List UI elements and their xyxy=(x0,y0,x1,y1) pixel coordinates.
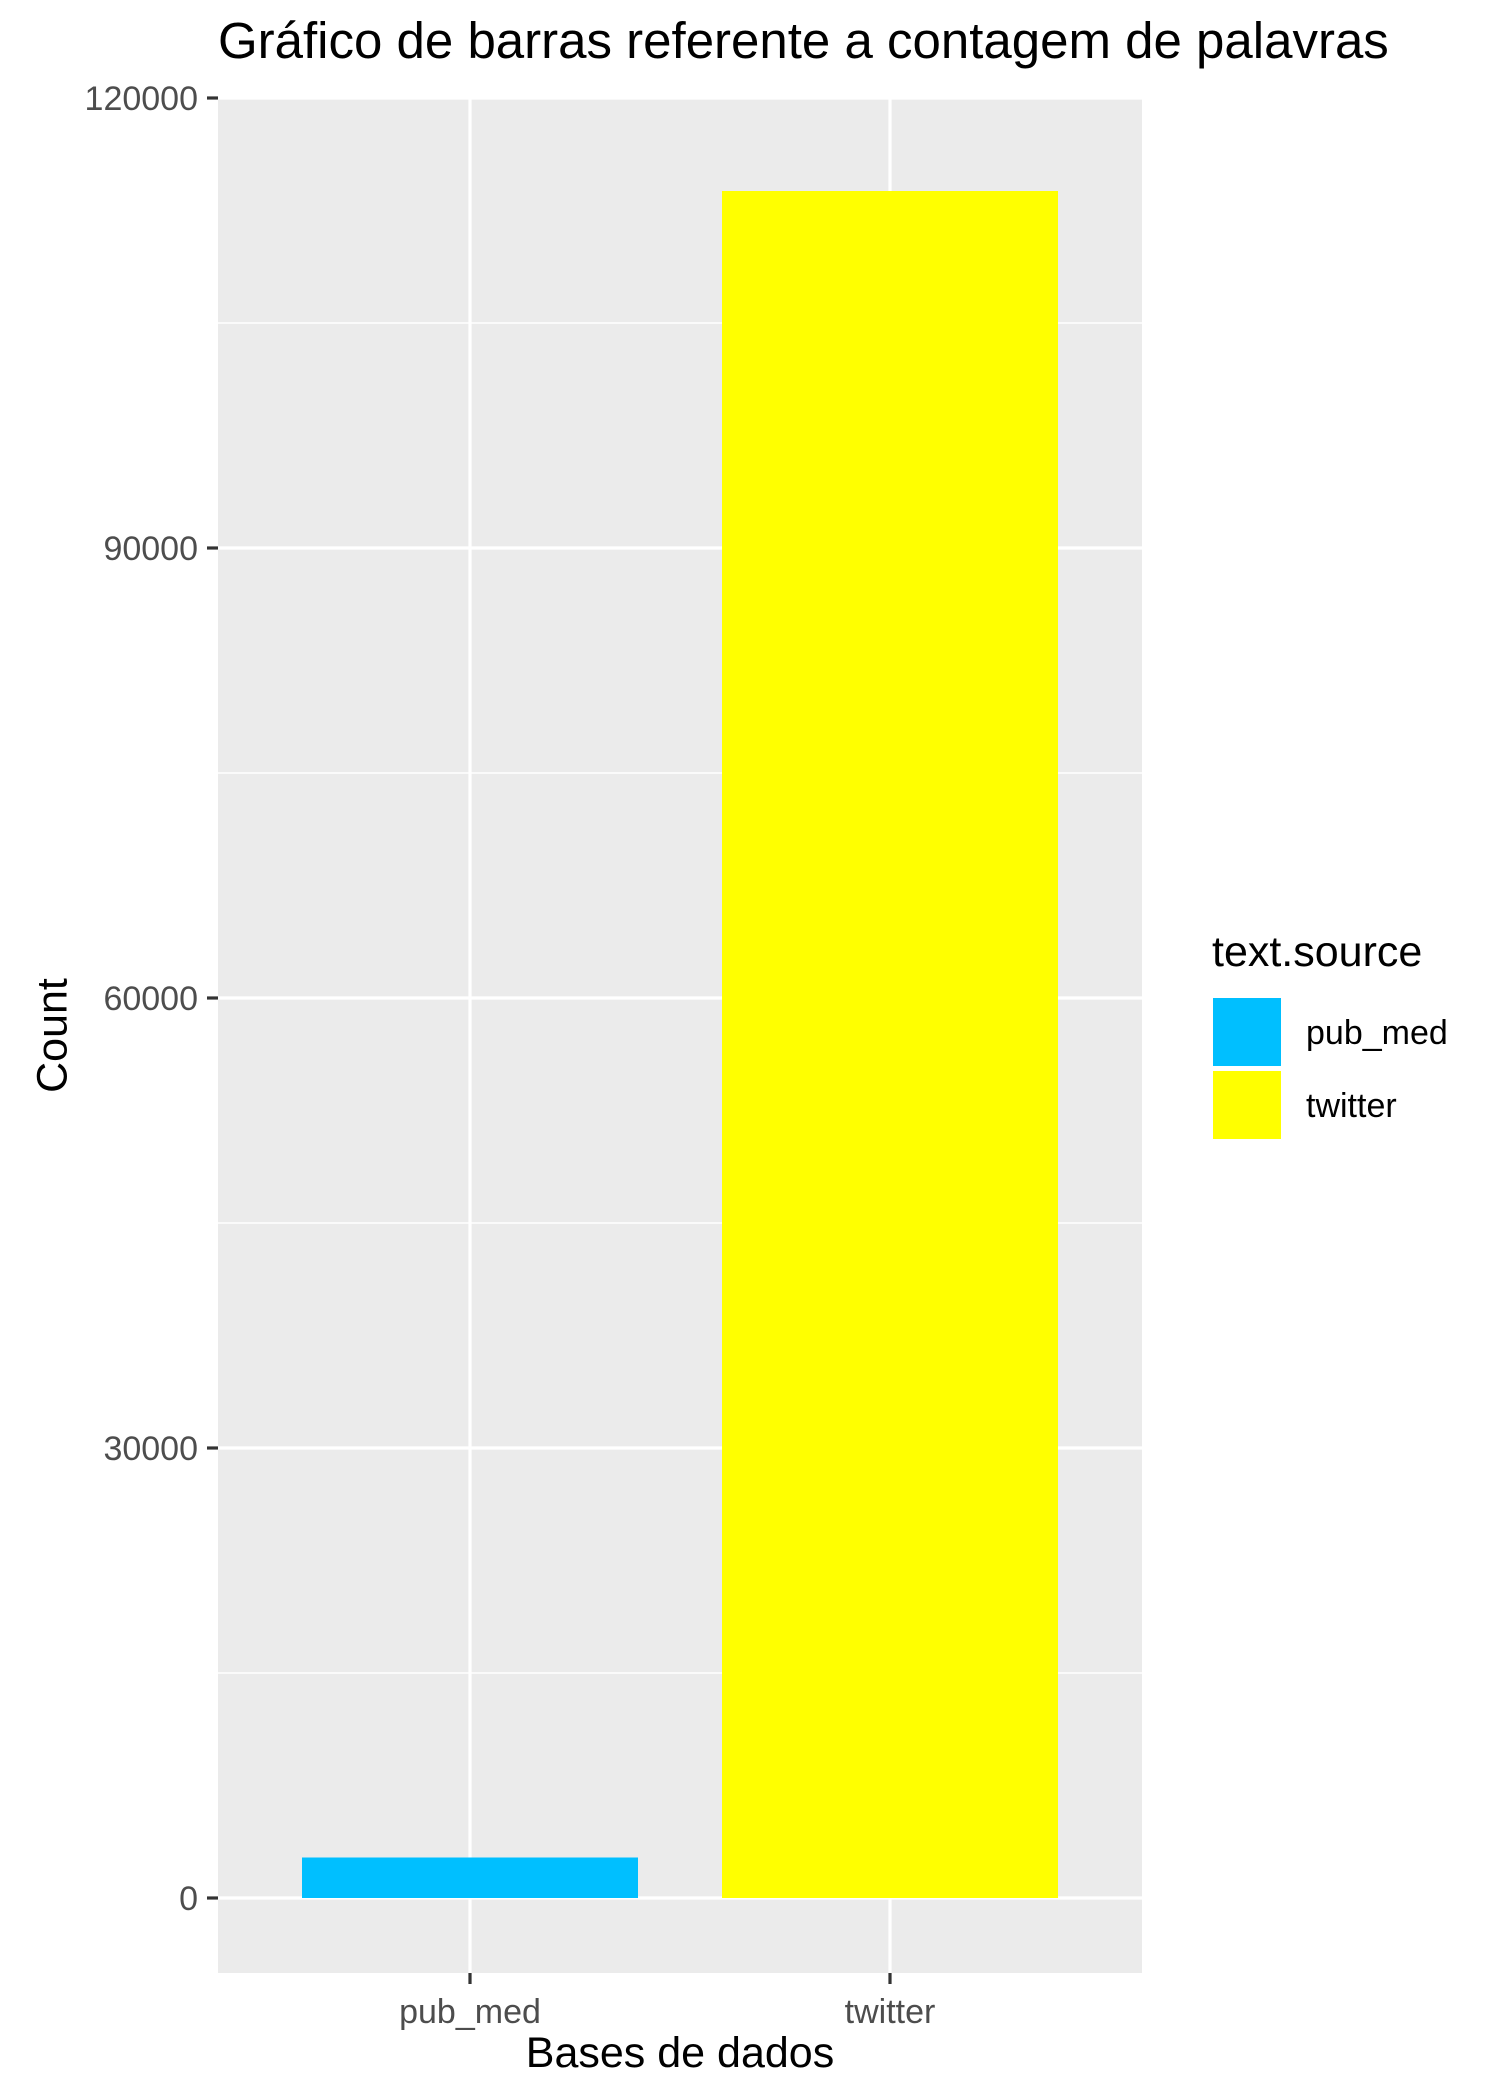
y-tick-label: 120000 xyxy=(85,80,198,118)
x-tick-label: pub_med xyxy=(399,1993,541,2031)
y-axis: 0 30000 60000 90000 120000 xyxy=(85,80,218,1918)
x-axis: pub_med twitter xyxy=(399,1973,935,2031)
y-tick-label: 60000 xyxy=(103,980,198,1018)
bar-twitter xyxy=(722,191,1058,1898)
y-tick-label: 0 xyxy=(179,1880,198,1918)
y-tick-label: 30000 xyxy=(103,1430,198,1468)
y-axis-title: Count xyxy=(28,978,76,1093)
y-tick-label: 90000 xyxy=(103,530,198,568)
legend-title: text.source xyxy=(1212,928,1422,976)
legend-label-pub_med: pub_med xyxy=(1306,1014,1448,1052)
x-tick-label: twitter xyxy=(845,1993,936,2031)
legend-key-pub_med xyxy=(1211,996,1283,1068)
bars xyxy=(302,191,1058,1898)
legend-label-twitter: twitter xyxy=(1306,1087,1397,1125)
chart-title: Gráfico de barras referente a contagem d… xyxy=(218,12,1389,69)
legend-key-twitter xyxy=(1211,1069,1283,1141)
x-axis-title: Bases de dados xyxy=(526,2029,834,2077)
bar-pub_med xyxy=(302,1857,638,1898)
